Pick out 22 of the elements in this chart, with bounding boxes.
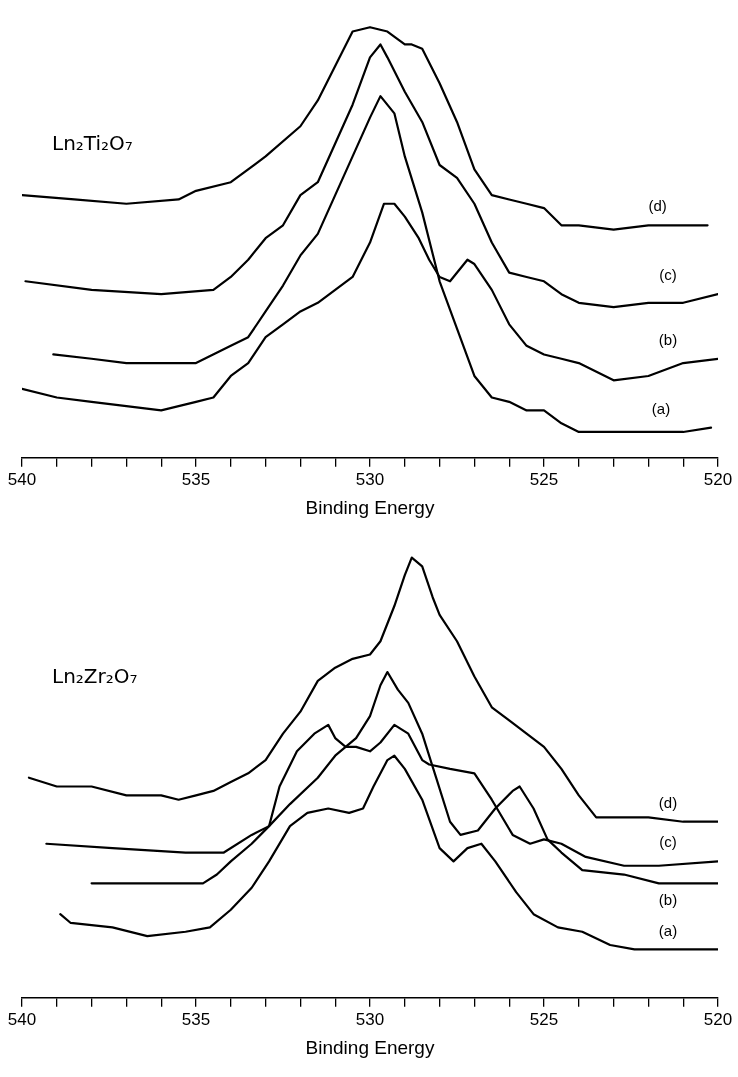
x-tick-label: 525 — [529, 1009, 559, 1029]
x-axis-title: Binding Energy — [305, 1036, 435, 1058]
series-label: (d) — [648, 197, 667, 215]
series-label: (b) — [658, 330, 678, 348]
x-tick-label: 520 — [703, 1009, 733, 1029]
x-tick-label: 540 — [7, 469, 37, 489]
series-label: (c) — [659, 833, 677, 851]
text: Ln₂Ti₂O₇ — [52, 130, 133, 155]
x-tick-label: 535 — [181, 469, 211, 489]
x-tick-label: 540 — [7, 1009, 37, 1029]
x-tick-label: 520 — [703, 469, 733, 489]
x-tick-label: 535 — [181, 1009, 211, 1029]
series-label: (c) — [659, 266, 677, 284]
x-tick-label: 530 — [355, 1009, 385, 1029]
series-label: (a) — [651, 399, 671, 417]
series-label: (a) — [658, 921, 678, 939]
x-tick-label: 525 — [529, 469, 559, 489]
x-axis-title: Binding Energy — [305, 496, 435, 518]
text: Ln₂Zr₂O₇ — [52, 663, 138, 688]
series-label: (b) — [658, 891, 678, 909]
x-tick-label: 530 — [355, 469, 385, 489]
series-label: (d) — [658, 793, 678, 811]
